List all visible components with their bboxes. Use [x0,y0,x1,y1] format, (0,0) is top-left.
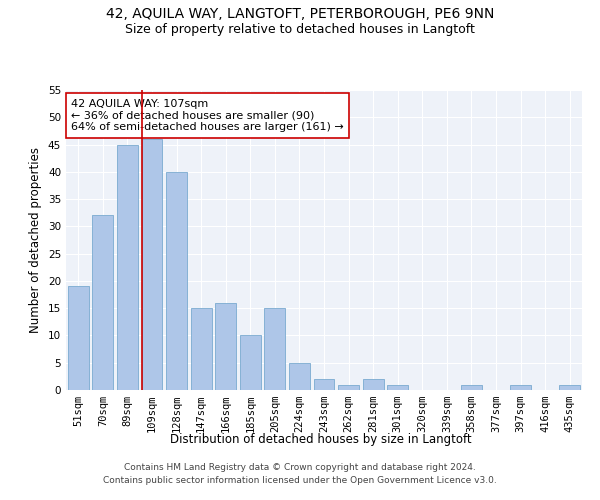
Bar [461,384,482,390]
Bar [117,144,138,390]
Bar [166,172,187,390]
Text: Contains HM Land Registry data © Crown copyright and database right 2024.: Contains HM Land Registry data © Crown c… [124,464,476,472]
Bar [142,139,163,390]
Text: 42 AQUILA WAY: 107sqm
← 36% of detached houses are smaller (90)
64% of semi-deta: 42 AQUILA WAY: 107sqm ← 36% of detached … [71,99,344,132]
Text: Size of property relative to detached houses in Langtoft: Size of property relative to detached ho… [125,22,475,36]
Bar [191,308,212,390]
Bar [387,384,408,390]
Bar [68,286,89,390]
Bar [92,216,113,390]
Bar [362,379,383,390]
Bar [240,336,261,390]
Bar [314,379,334,390]
Bar [265,308,286,390]
Bar [215,302,236,390]
Y-axis label: Number of detached properties: Number of detached properties [29,147,43,333]
Bar [510,384,531,390]
Bar [338,384,359,390]
Text: 42, AQUILA WAY, LANGTOFT, PETERBOROUGH, PE6 9NN: 42, AQUILA WAY, LANGTOFT, PETERBOROUGH, … [106,8,494,22]
Bar [559,384,580,390]
Text: Contains public sector information licensed under the Open Government Licence v3: Contains public sector information licen… [103,476,497,485]
Bar [289,362,310,390]
Text: Distribution of detached houses by size in Langtoft: Distribution of detached houses by size … [170,432,472,446]
